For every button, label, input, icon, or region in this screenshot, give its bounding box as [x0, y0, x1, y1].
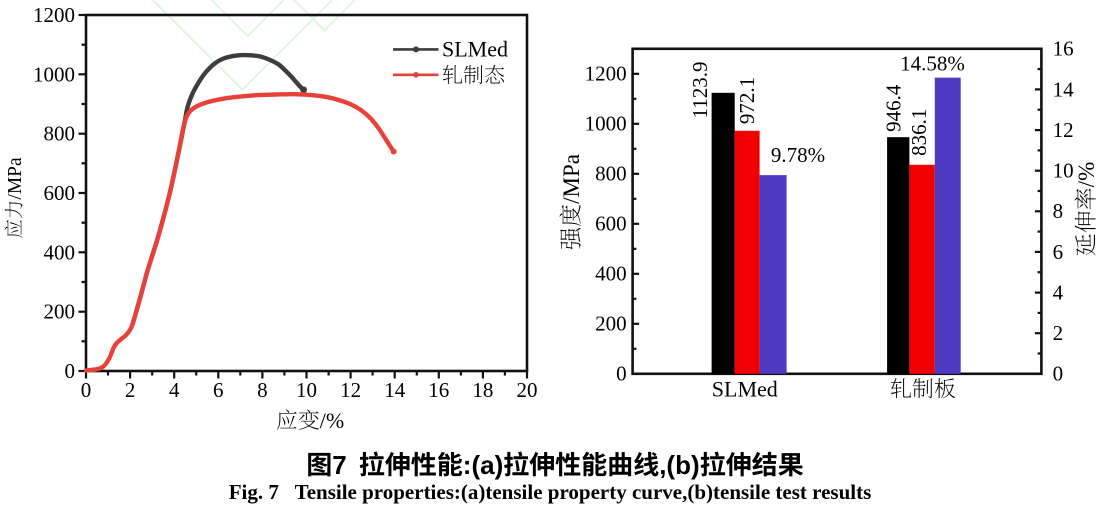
svg-text:6: 6	[1053, 240, 1064, 264]
svg-text:Fig. 7 Tensile properties:(a: Fig. 7 Tensile properties:(a)tensile pro…	[229, 480, 872, 504]
svg-text:1200: 1200	[585, 62, 627, 86]
svg-text:18: 18	[472, 378, 493, 402]
svg-text:0: 0	[616, 362, 627, 386]
svg-text:14.58%: 14.58%	[900, 51, 965, 75]
svg-text:9.78%: 9.78%	[771, 143, 825, 167]
svg-text:6: 6	[213, 378, 224, 402]
svg-text:10: 10	[1053, 159, 1074, 183]
svg-text:4: 4	[1053, 281, 1064, 305]
svg-text:8: 8	[1053, 199, 1064, 223]
svg-text:/%: /%	[320, 408, 344, 433]
svg-text:946.4: 946.4	[881, 84, 905, 132]
svg-text:7: 7	[332, 450, 346, 480]
svg-text:600: 600	[595, 212, 627, 236]
svg-text:SLMed: SLMed	[712, 377, 778, 402]
svg-text:0: 0	[81, 378, 92, 402]
svg-text:1200: 1200	[33, 3, 75, 27]
svg-text:8: 8	[257, 378, 268, 402]
svg-text:400: 400	[44, 240, 76, 264]
svg-text:1123.9: 1123.9	[688, 62, 712, 119]
svg-text:600: 600	[44, 181, 76, 205]
svg-text:4: 4	[169, 378, 180, 402]
svg-text:0: 0	[1053, 362, 1064, 386]
svg-text:1000: 1000	[585, 112, 627, 136]
svg-text:2: 2	[1053, 321, 1064, 345]
svg-text:1000: 1000	[33, 62, 75, 86]
svg-text:20: 20	[517, 378, 538, 402]
svg-text:SLMed: SLMed	[442, 37, 508, 62]
svg-text:800: 800	[44, 122, 76, 146]
svg-text:/%: /%	[1074, 162, 1099, 188]
svg-text:/MPa: /MPa	[5, 157, 26, 200]
svg-text:200: 200	[44, 300, 76, 324]
svg-text:10: 10	[296, 378, 317, 402]
svg-text:0: 0	[65, 359, 76, 383]
svg-text:16: 16	[428, 378, 449, 402]
svg-text:14: 14	[1053, 77, 1075, 101]
svg-text:12: 12	[1053, 118, 1074, 142]
svg-text:12: 12	[340, 378, 361, 402]
svg-text:16: 16	[1053, 37, 1074, 61]
svg-text:,(b): ,(b)	[659, 450, 699, 480]
svg-text:400: 400	[595, 262, 627, 286]
svg-text:/MPa: /MPa	[559, 154, 584, 204]
svg-text::(a): :(a)	[463, 450, 503, 480]
svg-text:836.1: 836.1	[907, 109, 931, 156]
svg-text:2: 2	[125, 378, 136, 402]
svg-text:14: 14	[384, 378, 406, 402]
svg-text:800: 800	[595, 162, 627, 186]
svg-text:972.1: 972.1	[735, 77, 759, 124]
svg-text:200: 200	[595, 312, 627, 336]
